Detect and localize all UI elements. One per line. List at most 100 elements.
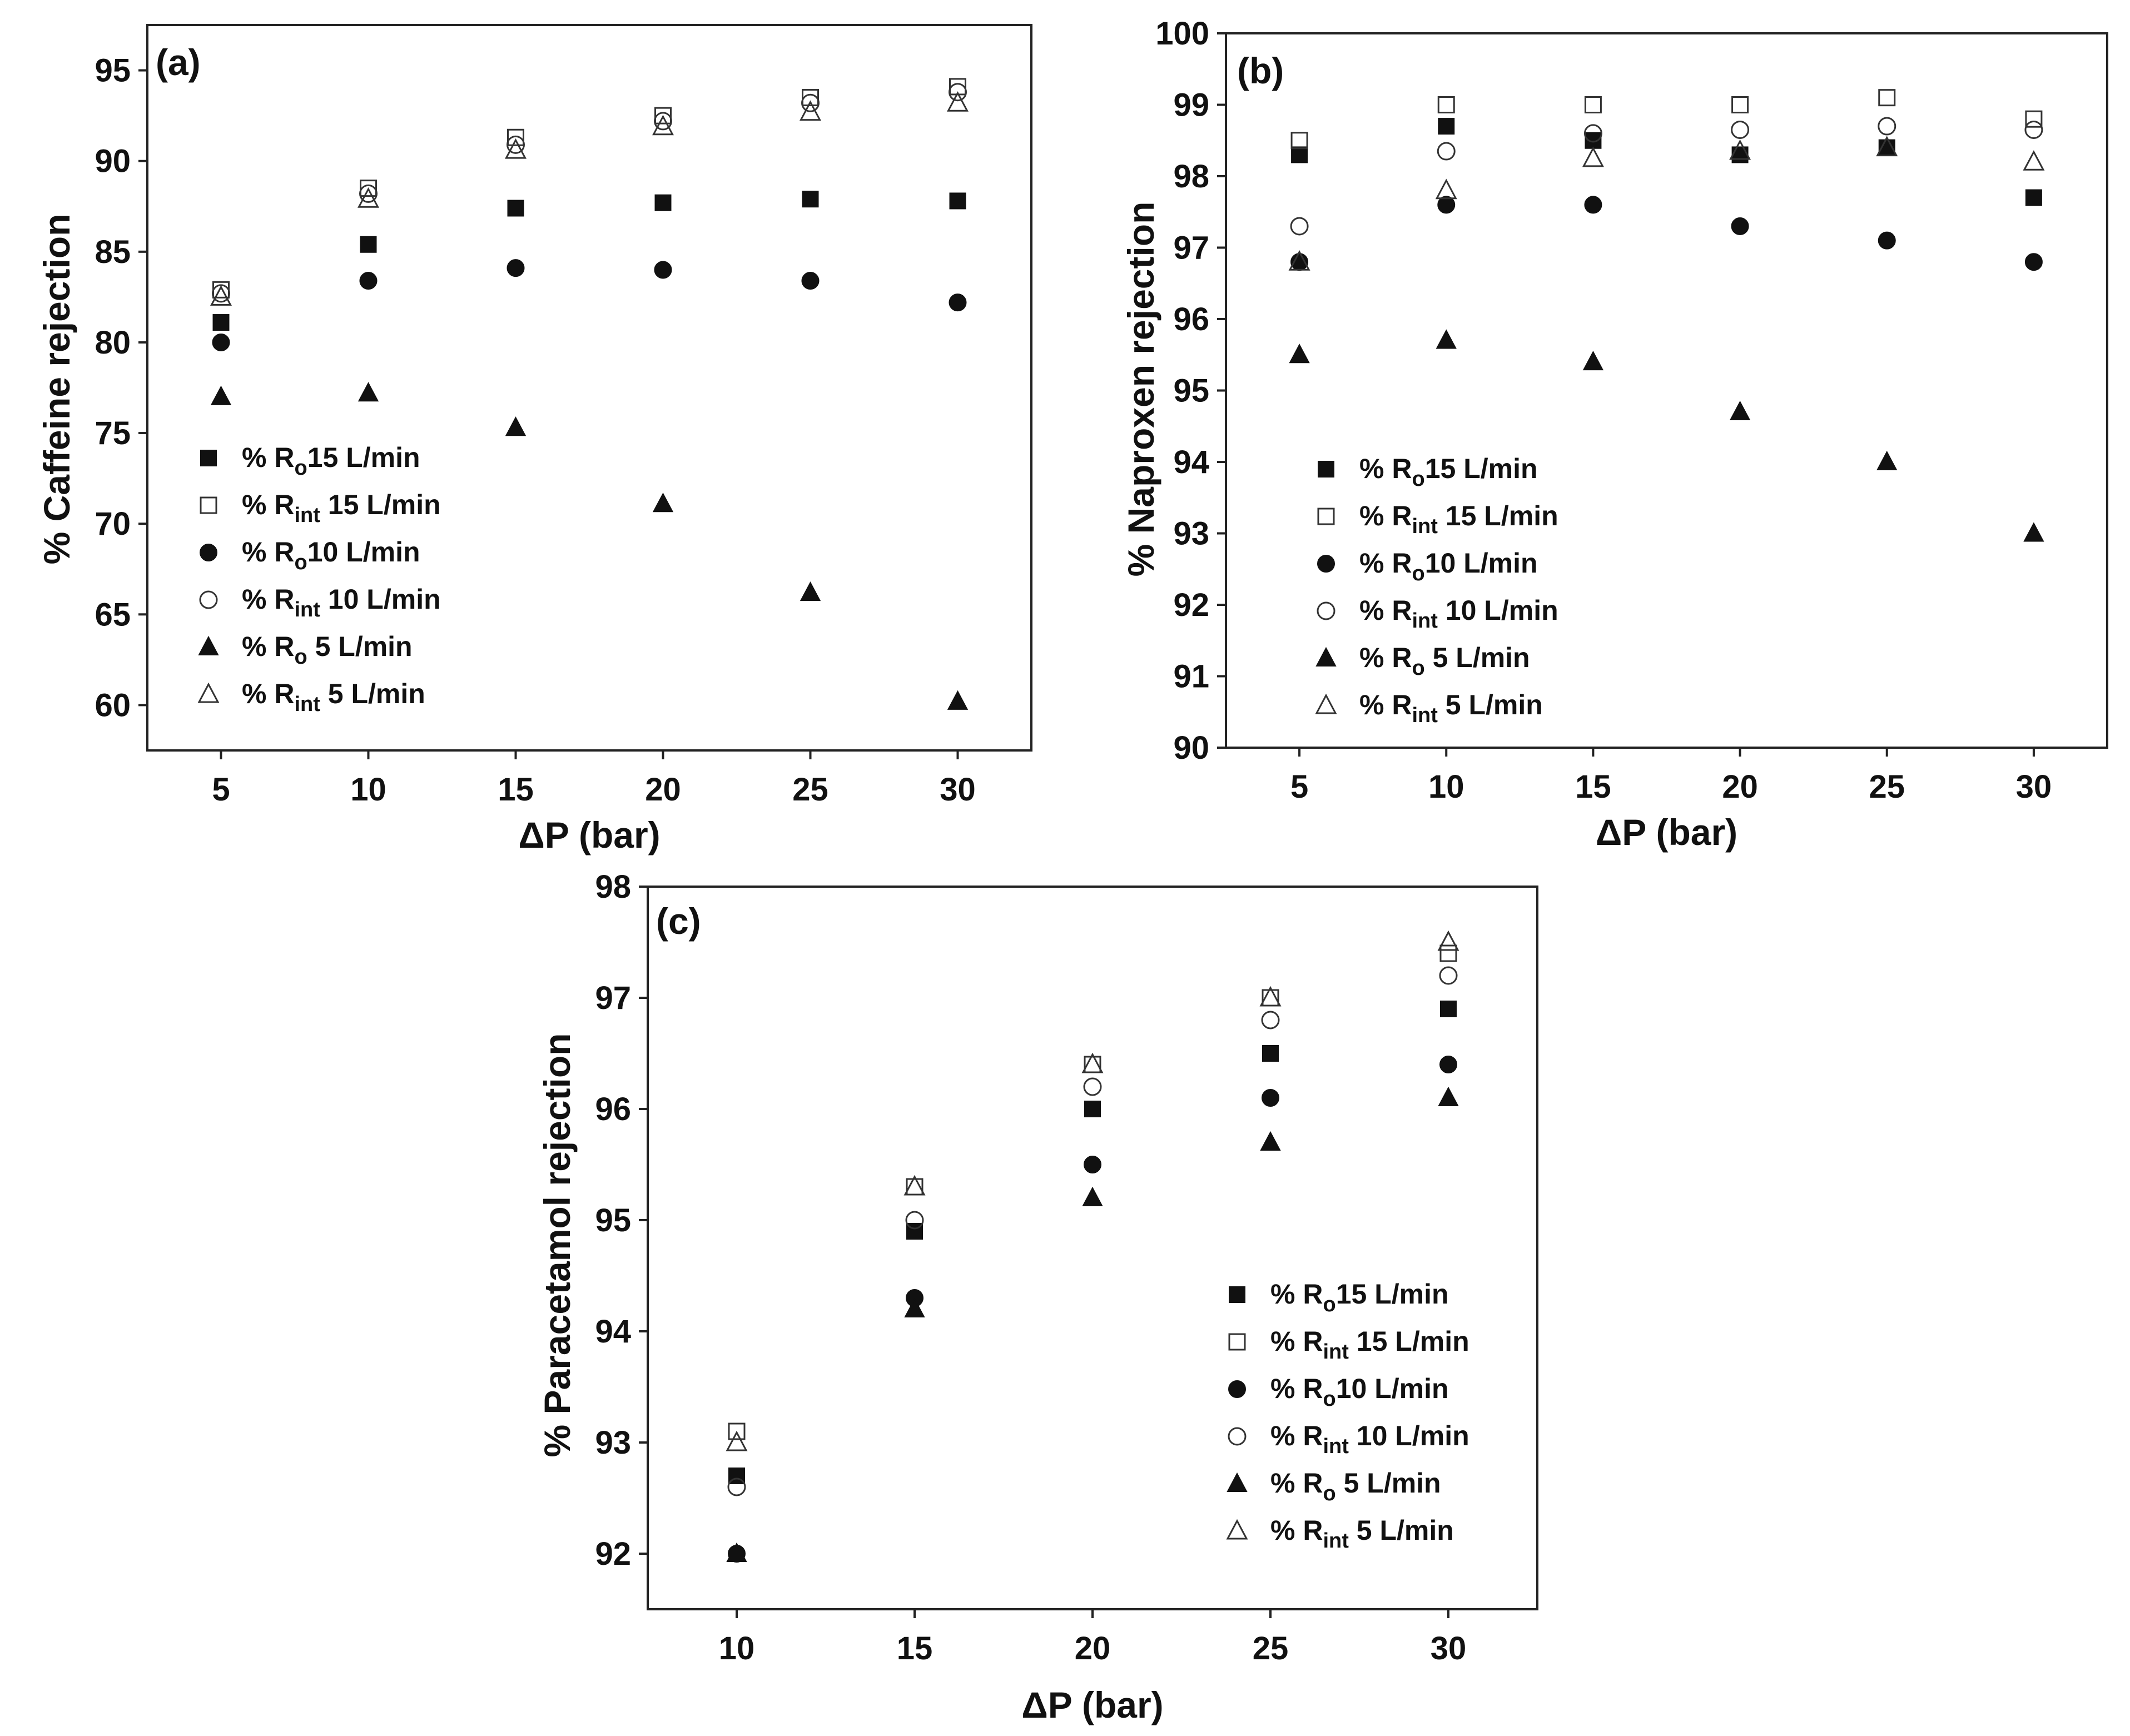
legend-entry-label: % Ro 5 L/min xyxy=(242,631,413,669)
legend-marker xyxy=(199,590,218,609)
data-point xyxy=(802,89,819,106)
data-point xyxy=(801,272,820,290)
data-point xyxy=(1731,146,1749,163)
data-points xyxy=(726,930,1459,1563)
legend-entry-label: % Rint 10 L/min xyxy=(1359,595,1558,633)
data-point xyxy=(1437,96,1455,113)
data-point xyxy=(360,180,377,197)
x-tick-label: 30 xyxy=(940,772,976,808)
plot-area-frame xyxy=(1225,32,2108,749)
y-tick-label: 94 xyxy=(595,1314,631,1350)
data-point xyxy=(1289,344,1310,364)
legend-marker xyxy=(1315,693,1337,714)
legend-entry-label: % Ro10 L/min xyxy=(1359,548,1538,585)
legend-entry-label: % Rint 10 L/min xyxy=(242,584,441,621)
y-tick-label: 97 xyxy=(595,980,631,1016)
legend-entry-label: % Rint 15 L/min xyxy=(1359,500,1558,538)
legend-marker xyxy=(200,496,217,514)
data-point xyxy=(1878,89,1896,107)
data-point xyxy=(802,191,819,208)
legend-marker xyxy=(1317,555,1335,573)
data-point xyxy=(652,493,674,513)
data-point xyxy=(1291,146,1308,163)
data-point xyxy=(358,382,379,402)
legend-marker xyxy=(1228,1427,1247,1446)
chart-b-svg: 5 10 15 20 25 30 90 91 92 93 94 95 96 97 98 99 100 ΔP (ba… xyxy=(1120,16,2108,853)
x-tick-label: 25 xyxy=(1253,1630,1289,1667)
y-tick-label: 98 xyxy=(595,869,631,905)
data-point xyxy=(949,294,967,312)
legend-marker xyxy=(1318,461,1334,477)
x-axis-title: ΔP (bar) xyxy=(1596,812,1737,853)
y-tick-label: 95 xyxy=(1173,373,1209,409)
legend-marker xyxy=(200,450,217,466)
data-point xyxy=(1082,1186,1103,1206)
panel-label: (a) xyxy=(156,42,201,83)
y-tick-label: 90 xyxy=(95,143,131,180)
legend-entry-label: % Ro 5 L/min xyxy=(1359,642,1530,680)
x-tick-label: 25 xyxy=(1869,769,1905,805)
x-tick-label: 20 xyxy=(1075,1630,1111,1667)
data-point xyxy=(1262,1089,1279,1107)
y-tick-label: 60 xyxy=(95,687,131,723)
data-point xyxy=(2024,120,2043,139)
y-tick-label: 91 xyxy=(1173,659,1209,695)
y-tick-label: 93 xyxy=(1173,516,1209,552)
x-tick-label: 10 xyxy=(1428,769,1464,805)
data-point xyxy=(210,385,232,405)
legend-entry-label: % Ro10 L/min xyxy=(1270,1373,1449,1411)
y-axis-title: % Caffeine rejection xyxy=(36,214,77,565)
data-point xyxy=(1876,136,1898,157)
chart-panel-c: 10 15 20 25 30 92 93 94 95 96 97 98 ΔP (bar) % Parace… xyxy=(523,867,1562,1736)
data-point xyxy=(507,259,525,277)
data-point xyxy=(2025,189,2042,206)
data-point xyxy=(801,93,820,112)
data-point xyxy=(800,100,821,121)
data-point xyxy=(1731,96,1749,113)
legend-marker xyxy=(1317,508,1335,525)
legend-entry-label: % Rint 10 L/min xyxy=(1270,1420,1469,1458)
y-axis-title: % Naproxen rejection xyxy=(1120,202,1161,577)
legend-entry-label: % Rint 5 L/min xyxy=(242,678,425,716)
x-tick-label: 30 xyxy=(1431,1630,1467,1667)
data-point xyxy=(904,1297,925,1317)
x-axis-title: ΔP (bar) xyxy=(1021,1684,1163,1725)
y-tick-label: 95 xyxy=(95,53,131,89)
legend-entry-label: % Rint 5 L/min xyxy=(1359,689,1543,727)
chart-a-svg: 5 10 15 20 25 30 60 65 70 75 80 85 90 95 ΔP (bar) % Caf… xyxy=(36,24,1032,855)
data-point xyxy=(505,416,527,436)
x-tick-label: 10 xyxy=(719,1630,755,1667)
data-point xyxy=(1878,117,1896,136)
data-point xyxy=(1582,146,1604,167)
x-axis-title: ΔP (bar) xyxy=(518,814,660,855)
y-tick-label: 93 xyxy=(595,1425,631,1461)
x-tick-label: 15 xyxy=(1575,769,1611,805)
data-point xyxy=(1440,1001,1457,1017)
data-point xyxy=(1260,1131,1281,1151)
data-point xyxy=(905,1211,924,1230)
x-tick-label: 5 xyxy=(1290,769,1308,805)
data-point xyxy=(1439,966,1458,985)
data-point xyxy=(654,194,672,211)
data-point xyxy=(1083,1077,1102,1096)
data-point xyxy=(1584,196,1602,214)
data-point xyxy=(654,107,672,125)
data-point xyxy=(1876,450,1898,470)
x-tick-label: 20 xyxy=(645,772,681,808)
data-point xyxy=(1261,1011,1280,1029)
data-point xyxy=(1729,139,1751,160)
data-point xyxy=(652,115,674,136)
panel-label: (b) xyxy=(1237,50,1284,91)
data-point xyxy=(212,284,230,303)
legend-entry-label: % Ro15 L/min xyxy=(1270,1279,1449,1316)
data-point xyxy=(949,192,966,210)
y-tick-label: 94 xyxy=(1173,444,1209,480)
data-point xyxy=(1290,132,1308,150)
data-point xyxy=(727,1478,746,1496)
legend-marker xyxy=(1228,1380,1246,1398)
y-tick-label: 90 xyxy=(1173,730,1209,766)
x-tick-label: 10 xyxy=(350,772,386,808)
data-point xyxy=(947,91,969,112)
y-tick-label: 96 xyxy=(595,1091,631,1127)
data-point xyxy=(1878,231,1896,250)
